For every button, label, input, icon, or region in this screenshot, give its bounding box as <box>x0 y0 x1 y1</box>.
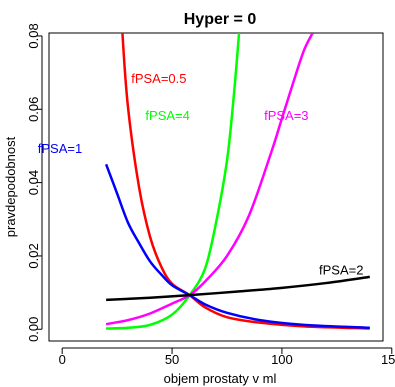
x-tick-label: 0 <box>59 352 66 367</box>
x-axis: 0 50 100 150 <box>59 347 395 367</box>
series-label: fPSA=0.5 <box>131 71 186 86</box>
series-label: fPSA=2 <box>319 263 363 278</box>
y-axis-label: pravdepodobnost <box>3 136 18 237</box>
y-tick-label: 0.04 <box>26 170 41 195</box>
series-label: fPSA=1 <box>38 141 82 156</box>
y-tick-label: 0.08 <box>26 23 41 48</box>
y-tick-label: 0.06 <box>26 97 41 122</box>
chart-title: Hyper = 0 <box>184 11 257 28</box>
y-tick-label: 0.00 <box>26 317 41 342</box>
plot-frame <box>48 32 384 342</box>
x-tick-label: 50 <box>165 352 179 367</box>
series-label: fPSA=4 <box>145 108 189 123</box>
series-lines <box>104 33 370 330</box>
x-tick-label: 150 <box>381 352 395 367</box>
x-axis-label: objem prostaty v ml <box>164 371 277 386</box>
series-line <box>121 33 370 330</box>
series-line <box>106 275 370 302</box>
series-line <box>105 33 314 326</box>
series-label: fPSA=3 <box>264 108 308 123</box>
y-tick-label: 0.02 <box>26 243 41 268</box>
series-line <box>104 163 370 330</box>
series-labels: fPSA=0.5 fPSA=4 fPSA=3 fPSA=1 fPSA=2 <box>38 71 364 277</box>
series-line <box>106 33 241 330</box>
x-tick-label: 100 <box>271 352 293 367</box>
y-axis: 0.00 0.02 0.04 0.06 0.08 <box>26 23 43 342</box>
